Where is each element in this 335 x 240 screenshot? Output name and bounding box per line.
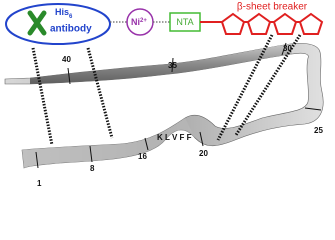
pentagons — [220, 12, 324, 35]
residue-label: 35 — [168, 61, 177, 70]
residue-label: 1 — [37, 179, 42, 188]
tick — [281, 42, 287, 56]
pentagon — [220, 12, 246, 35]
residue-label: 40 — [62, 55, 71, 64]
tick — [144, 137, 149, 151]
residue-label: 16 — [138, 152, 147, 161]
dashed-line — [86, 47, 114, 139]
residue-label: 8 — [90, 164, 95, 173]
page: 40 35 30 25 20 16 8 1 K L V F F His6 ant… — [4, 1, 324, 189]
his: His — [55, 7, 69, 17]
diagram: 40 35 30 25 20 16 8 1 K L V F F His6 ant… — [4, 2, 324, 188]
antibody-icon — [27, 10, 47, 36]
tick — [35, 151, 39, 169]
tick — [304, 107, 322, 111]
nickel-label: Ni2+ — [131, 17, 147, 27]
residue-labels: 40 35 30 25 20 16 8 1 — [37, 44, 323, 188]
pentagon — [298, 12, 324, 35]
ribbon-lower — [22, 118, 195, 168]
tick — [199, 131, 204, 147]
residue-label: 20 — [199, 149, 208, 158]
protein-ribbon — [4, 42, 324, 169]
ni-charge: 2+ — [140, 18, 147, 24]
nta-label: NTA — [176, 17, 193, 27]
tick — [67, 67, 71, 85]
ni: Ni — [131, 17, 140, 27]
antibody-label: antibody — [50, 24, 92, 35]
sequence-label: K L V F F — [157, 133, 192, 142]
dashed-lines — [31, 34, 302, 146]
pentagon — [246, 12, 272, 35]
residue-ticks — [35, 42, 322, 169]
tick — [89, 145, 93, 163]
dashed-line — [31, 47, 54, 146]
tick — [171, 57, 174, 73]
antibody-arm — [27, 10, 47, 36]
his-label: His6 — [55, 7, 73, 19]
his-sub: 6 — [69, 14, 73, 20]
residue-label: 25 — [314, 126, 323, 135]
pentagon — [272, 12, 298, 35]
residue-label: 30 — [283, 44, 292, 53]
breaker-label: β-sheet breaker — [237, 2, 308, 13]
